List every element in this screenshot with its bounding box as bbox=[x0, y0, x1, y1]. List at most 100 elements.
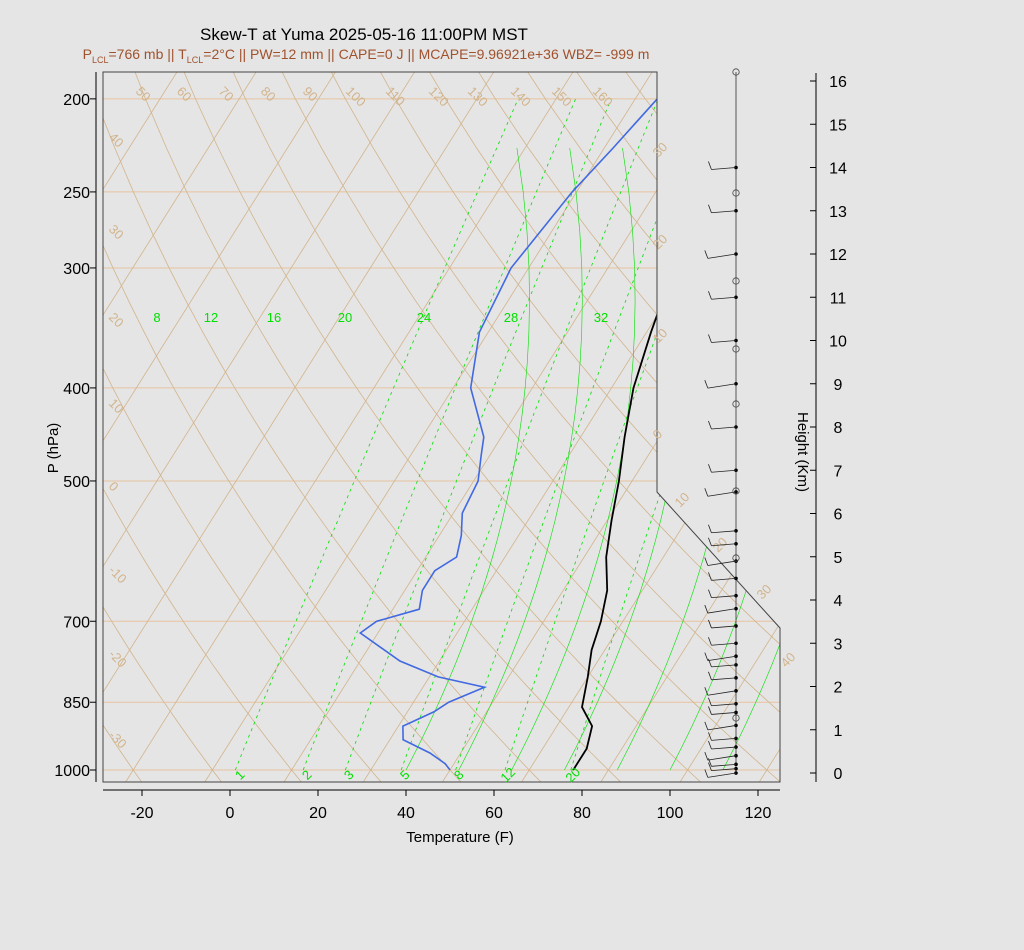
isotherm-label: -10 bbox=[106, 563, 130, 587]
saturated-adiabat bbox=[669, 147, 780, 771]
isotherm-line bbox=[120, 72, 739, 782]
wind-barb bbox=[707, 560, 737, 566]
wind-barb bbox=[711, 677, 737, 681]
mixing-ratio-label: 24 bbox=[417, 310, 431, 325]
saturated-adiabat bbox=[511, 147, 636, 771]
dry-adiabat bbox=[669, 72, 780, 782]
wind-barb-flag bbox=[704, 557, 709, 566]
dry-adiabat bbox=[136, 72, 780, 782]
isotherm-line bbox=[103, 72, 581, 782]
dry-adiabat bbox=[341, 72, 780, 782]
wind-barb bbox=[711, 530, 737, 534]
mixing-ratio-labels: 8 12 16 20 24 28 321 2 3 5 8 12 20 bbox=[153, 310, 608, 785]
wind-barb-flag bbox=[704, 604, 709, 614]
mixing-ratio-line bbox=[400, 98, 659, 771]
wind-calm-circle bbox=[732, 277, 740, 285]
wind-barb bbox=[711, 768, 737, 772]
wind-barb-flag bbox=[708, 732, 712, 741]
wind-barb bbox=[711, 664, 737, 668]
height-tick-label: 1 bbox=[834, 723, 843, 740]
wind-barb-flag bbox=[708, 420, 712, 430]
x-tick-label: 100 bbox=[657, 805, 684, 822]
isotherm-label: 120 bbox=[426, 84, 452, 110]
isotherm-line bbox=[199, 72, 780, 782]
wind-barb bbox=[711, 296, 737, 300]
wind-barb-flag bbox=[708, 671, 712, 680]
wind-barb-flag bbox=[708, 161, 712, 170]
dry-adiabat bbox=[177, 72, 780, 782]
y-axis-label: P (hPa) bbox=[45, 423, 62, 474]
saturated-adiabat bbox=[458, 147, 583, 771]
sounding-curves bbox=[358, 72, 780, 771]
isotherm-line bbox=[103, 72, 501, 782]
wind-barb-flag bbox=[708, 740, 712, 750]
height-tick-label: 13 bbox=[829, 204, 847, 221]
wind-barb bbox=[707, 725, 737, 731]
wind-barb bbox=[711, 595, 737, 599]
y-axis: 1001502002503004005007008501000 bbox=[54, 72, 97, 782]
isotherm-label: 30 bbox=[106, 222, 127, 243]
wind-barb bbox=[707, 755, 737, 761]
height-tick-label: 12 bbox=[829, 247, 847, 264]
y-tick-label: 200 bbox=[63, 92, 90, 109]
cape-value: CAPE=0 J bbox=[339, 46, 404, 62]
isotherm-label: 20 bbox=[106, 310, 127, 331]
mixing-ratio-label: 8 bbox=[153, 310, 160, 325]
y-tick-label: 250 bbox=[63, 185, 90, 202]
dry-adiabat bbox=[103, 72, 710, 782]
wind-barb-flag bbox=[704, 250, 709, 259]
dry-adiabat bbox=[103, 72, 389, 782]
y-tick-label: 850 bbox=[63, 695, 90, 712]
mixing-ratio-line bbox=[455, 98, 704, 771]
wind-barb-flag bbox=[708, 697, 712, 706]
dry-adiabat bbox=[259, 72, 780, 782]
wind-barb bbox=[711, 167, 737, 170]
x-tick-label: 20 bbox=[309, 805, 327, 822]
isotherm-label: 40 bbox=[778, 649, 799, 670]
height-tick-label: 6 bbox=[834, 507, 843, 524]
isotherm-label: 90 bbox=[300, 84, 321, 105]
wind-barb bbox=[707, 491, 737, 497]
mixing-ratio-label: 20 bbox=[338, 310, 352, 325]
isotherm-line bbox=[516, 72, 780, 782]
y-tick-label: 300 bbox=[63, 261, 90, 278]
height-tick-label: 14 bbox=[829, 161, 847, 178]
wbz-value: WBZ= -999 m bbox=[563, 46, 650, 62]
height-tick-label: 0 bbox=[834, 766, 843, 783]
isotherm-line bbox=[103, 72, 185, 782]
height-axis-label: Height (Km) bbox=[794, 412, 811, 492]
plot-area: 50 60 70 80 90 100 110 120 130 140 150 160403020100… bbox=[102, 71, 799, 785]
wind-barb-flag bbox=[708, 589, 712, 598]
dry-adiabat bbox=[382, 72, 780, 782]
dry-adiabat bbox=[103, 72, 229, 782]
wind-barb-flag bbox=[704, 488, 709, 497]
saturated-adiabat bbox=[405, 147, 530, 771]
wind-barb-flag bbox=[704, 687, 709, 696]
dewpoint-profile bbox=[358, 72, 780, 771]
height-tick-label: 8 bbox=[834, 420, 843, 437]
wind-calm-circle bbox=[732, 400, 740, 408]
mixing-ratio-label: 3 bbox=[341, 767, 357, 783]
dry-adiabat bbox=[628, 72, 780, 782]
wind-barb-flag bbox=[708, 637, 712, 646]
x-tick-label: 60 bbox=[485, 805, 503, 822]
height-tick-label: 3 bbox=[834, 636, 843, 653]
wind-barb bbox=[707, 690, 737, 696]
wind-barb bbox=[711, 712, 737, 715]
dry-adiabat bbox=[103, 72, 630, 782]
mixing-ratio-label: 2 bbox=[299, 767, 315, 783]
temperature-profile bbox=[572, 72, 780, 771]
mixing-ratio-line bbox=[234, 98, 519, 771]
wind-calm-circle bbox=[732, 68, 740, 76]
isotherm-label: 80 bbox=[258, 84, 279, 105]
isotherm-label: 150 bbox=[549, 84, 575, 110]
mixing-ratio-line bbox=[570, 98, 780, 771]
height-tick-label: 10 bbox=[829, 334, 847, 351]
wind-barb-flag bbox=[708, 524, 712, 533]
wind-barb-flag bbox=[708, 291, 712, 300]
wind-barb-flag bbox=[708, 537, 712, 546]
isotherm-label: 130 bbox=[465, 84, 491, 110]
mixing-ratio-label: 12 bbox=[204, 310, 218, 325]
wind-barb bbox=[711, 738, 737, 741]
height-tick-label: 5 bbox=[834, 550, 843, 567]
